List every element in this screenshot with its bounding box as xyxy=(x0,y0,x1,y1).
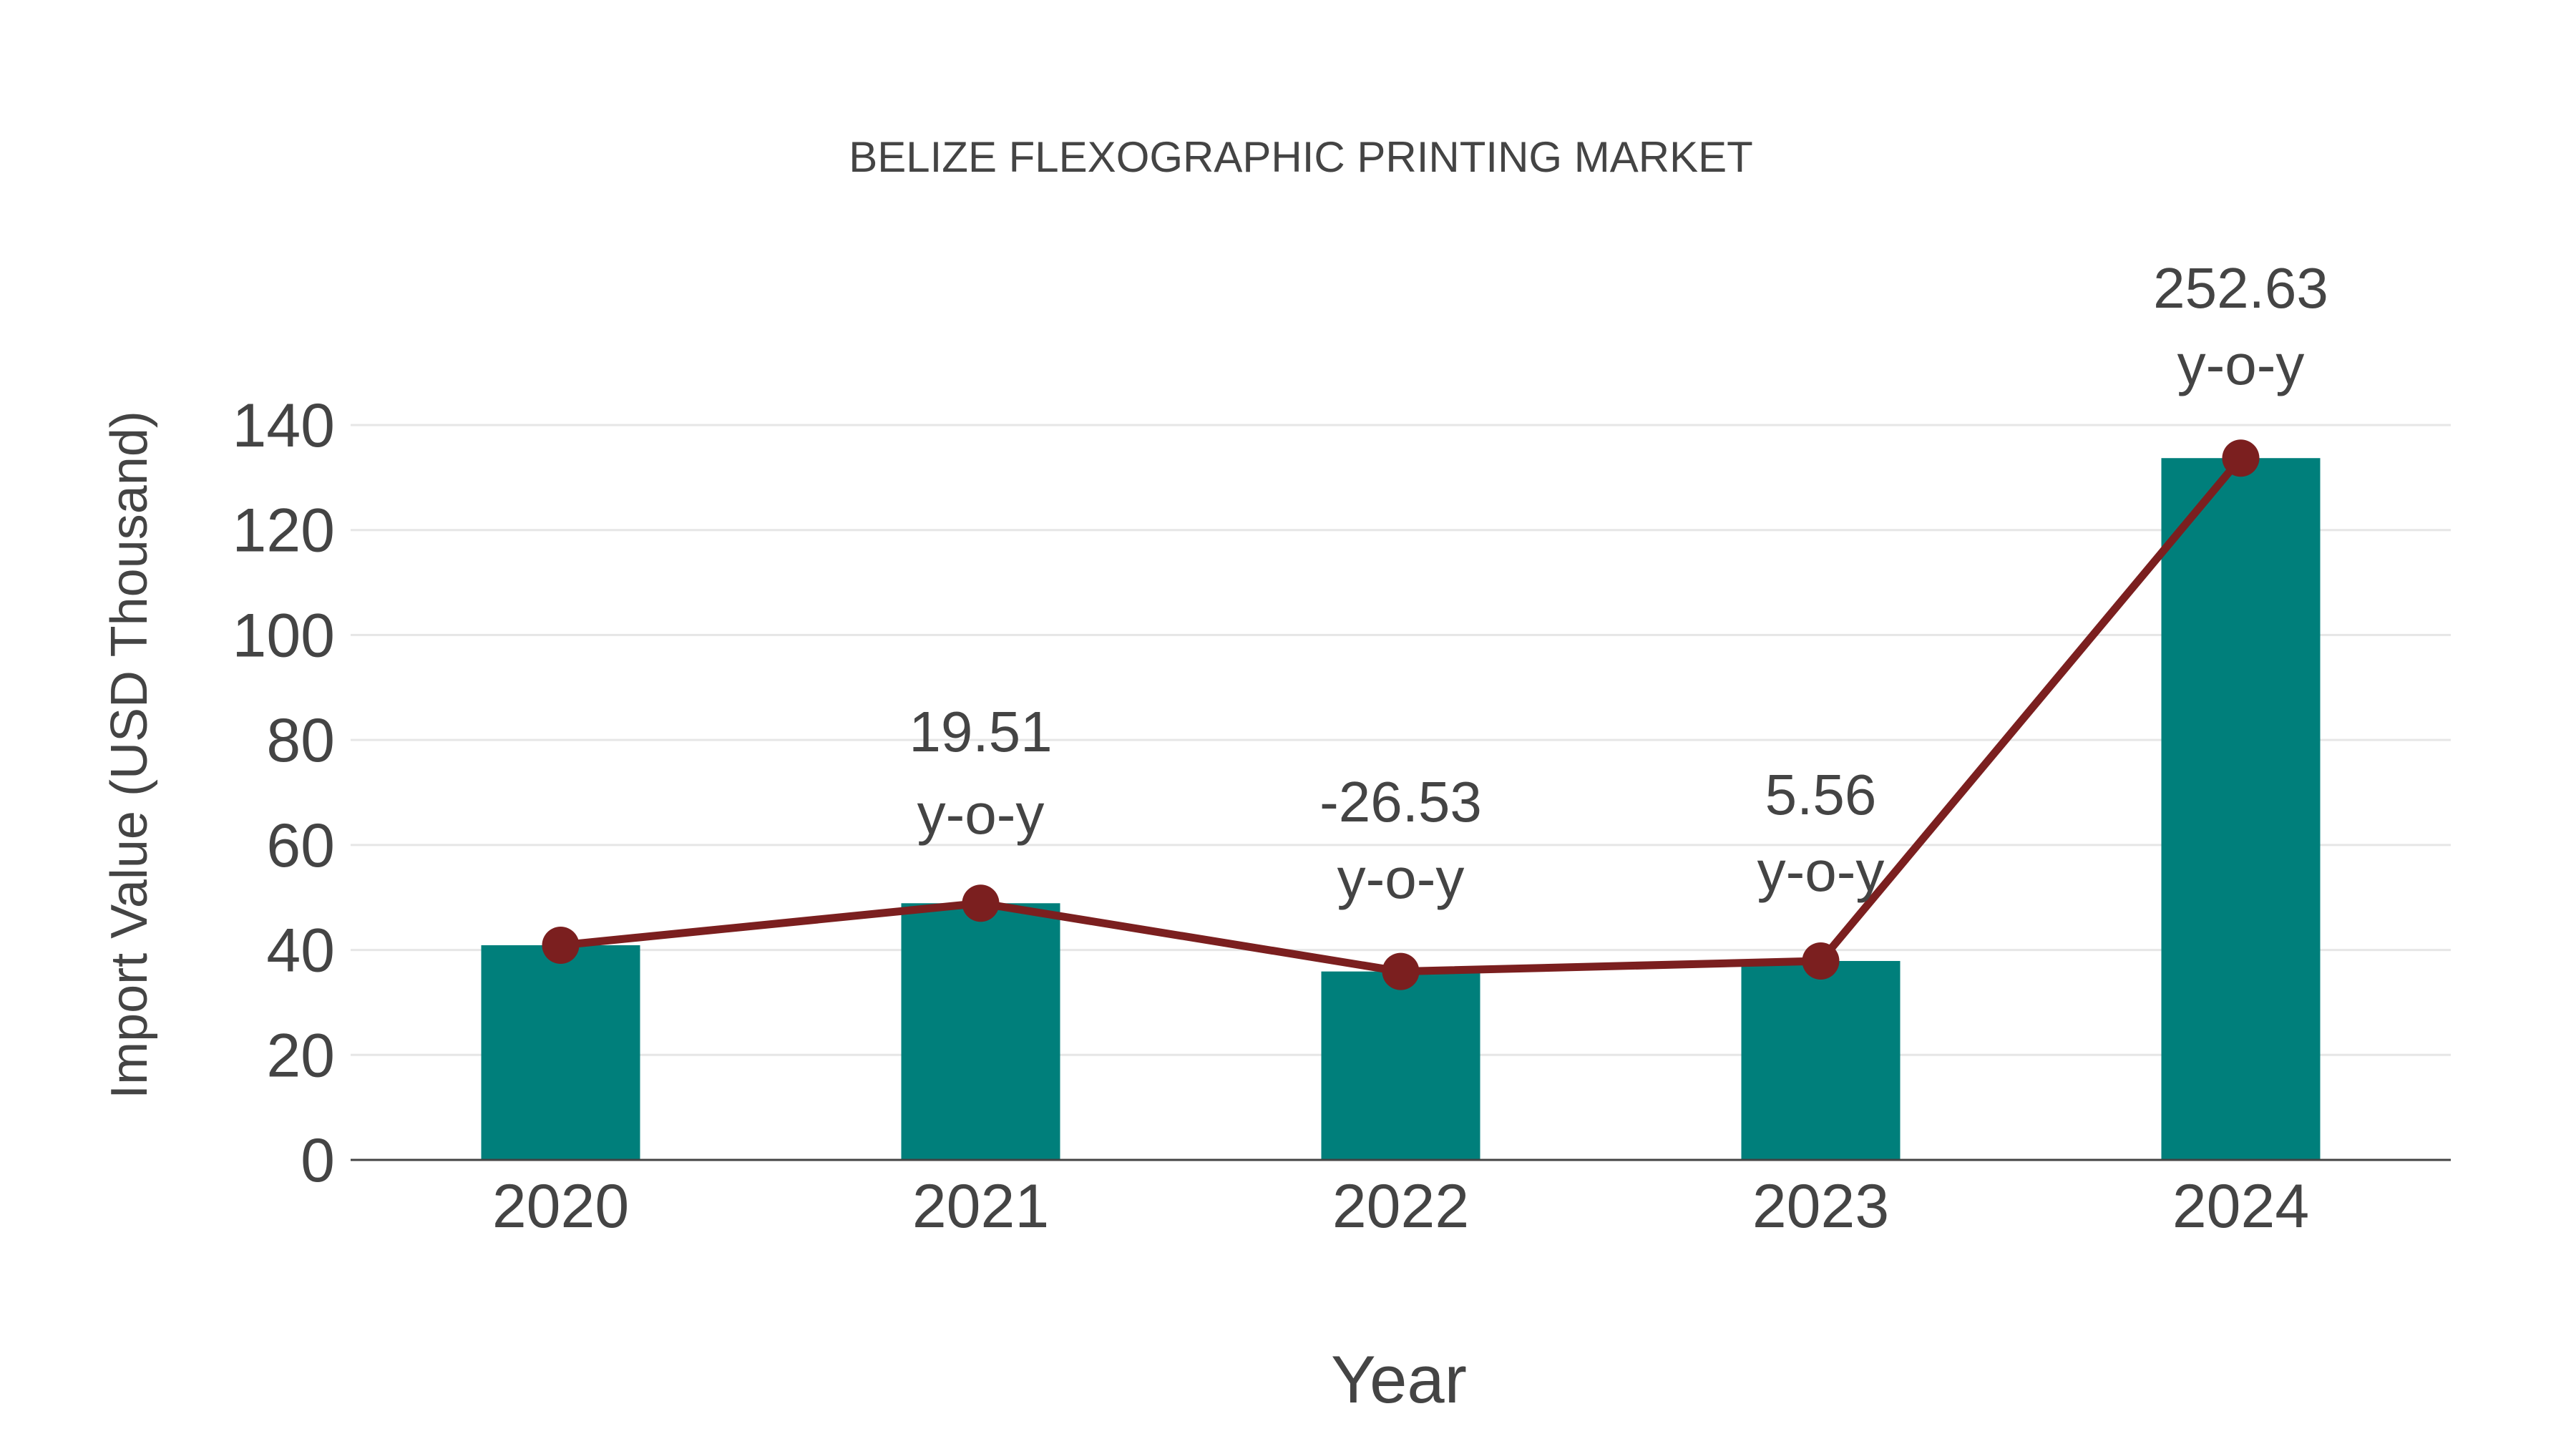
yoy-value: 5.56 xyxy=(1765,763,1877,826)
x-tick-label: 2020 xyxy=(492,1172,629,1241)
chart-title: BELIZE FLEXOGRAPHIC PRINTING MARKET xyxy=(849,133,1753,181)
trend-marker xyxy=(2222,439,2260,477)
trend-markers xyxy=(542,439,2260,990)
y-axis-title: Import Value (USD Thousand) xyxy=(101,411,158,1099)
bar-2022 xyxy=(1321,971,1480,1160)
yoy-label: y-o-y xyxy=(2177,333,2305,396)
y-tick-label: 20 xyxy=(266,1021,335,1090)
yoy-label: y-o-y xyxy=(1337,847,1465,910)
yoy-annotations: 19.51 y-o-y -26.53 y-o-y 5.56 y-o-y 252.63 y-o-… xyxy=(909,256,2328,910)
x-tick-label: 2023 xyxy=(1752,1172,1889,1241)
y-tick-label: 60 xyxy=(266,811,335,880)
yoy-value: 19.51 xyxy=(909,700,1052,763)
bar-2020 xyxy=(481,945,640,1160)
y-tick-label: 80 xyxy=(266,706,335,775)
trend-marker xyxy=(542,926,580,964)
trend-marker xyxy=(1802,942,1840,980)
x-tick-label: 2024 xyxy=(2172,1172,2309,1241)
yoy-value: 252.63 xyxy=(2153,256,2328,320)
y-tick-label: 120 xyxy=(233,497,336,565)
bar-series xyxy=(481,458,2321,1160)
y-tick-label: 140 xyxy=(233,391,336,460)
y-axis-ticks: 0 20 40 60 80 100 120 140 xyxy=(233,391,336,1195)
yoy-value: -26.53 xyxy=(1319,770,1482,834)
x-axis-title: Year xyxy=(1331,1342,1467,1417)
y-tick-label: 40 xyxy=(266,917,335,985)
x-tick-label: 2021 xyxy=(912,1172,1049,1241)
bar-2024 xyxy=(2161,458,2321,1160)
trend-marker xyxy=(1382,952,1420,990)
x-axis-ticks: 2020 2021 2022 2023 2024 xyxy=(492,1172,2309,1241)
yoy-label: y-o-y xyxy=(1757,839,1885,903)
trend-marker xyxy=(962,884,1000,922)
y-tick-label: 100 xyxy=(233,601,336,670)
yoy-label: y-o-y xyxy=(917,782,1045,846)
bar-2023 xyxy=(1741,960,1901,1160)
gridlines xyxy=(351,424,2451,1056)
bar-2021 xyxy=(901,903,1060,1160)
x-tick-label: 2022 xyxy=(1332,1172,1469,1241)
y-tick-label: 0 xyxy=(301,1126,335,1195)
